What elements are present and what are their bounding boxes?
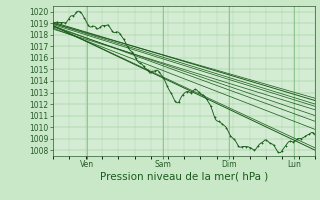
X-axis label: Pression niveau de la mer( hPa ): Pression niveau de la mer( hPa ) <box>100 172 268 182</box>
